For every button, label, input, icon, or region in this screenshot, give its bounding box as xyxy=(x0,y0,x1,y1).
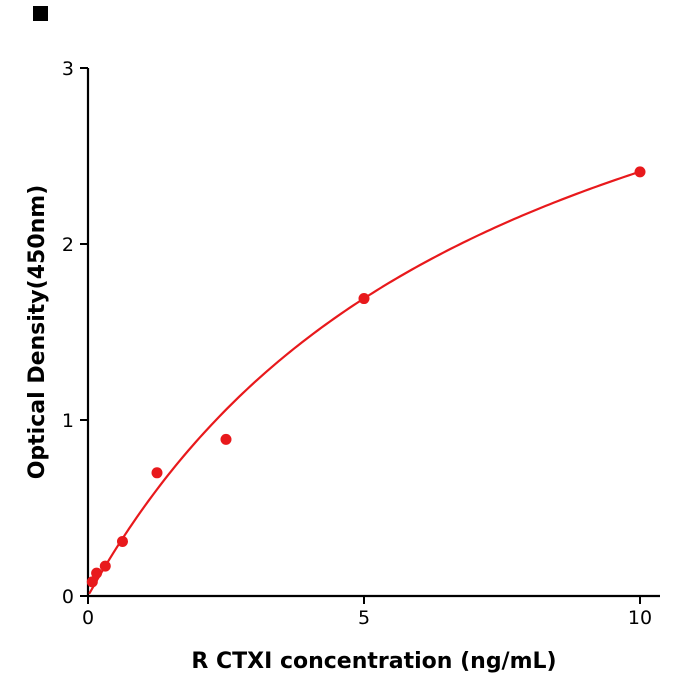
data-point xyxy=(117,535,128,547)
corner-marker xyxy=(33,6,48,21)
data-point xyxy=(358,293,370,305)
y-tick-label: 2 xyxy=(62,234,74,256)
data-point xyxy=(91,567,103,579)
y-tick-label: 3 xyxy=(62,58,74,80)
y-axis-title: Optical Density(450nm) xyxy=(25,185,50,480)
x-tick-label: 10 xyxy=(628,607,652,629)
x-axis-title: R CTXI concentration (ng/mL) xyxy=(191,649,556,674)
y-tick-label: 1 xyxy=(62,410,74,432)
x-tick-label: 5 xyxy=(358,607,370,629)
data-point xyxy=(634,166,646,178)
data-point xyxy=(99,560,111,572)
x-tick-label: 0 xyxy=(82,607,94,629)
data-point xyxy=(151,467,163,479)
data-point xyxy=(220,433,232,445)
plot-area: 0 5 10 0 1 2 3 xyxy=(62,58,660,629)
data-point xyxy=(86,576,98,588)
y-tick-label: 0 xyxy=(62,586,74,608)
fit-curve xyxy=(88,170,642,595)
